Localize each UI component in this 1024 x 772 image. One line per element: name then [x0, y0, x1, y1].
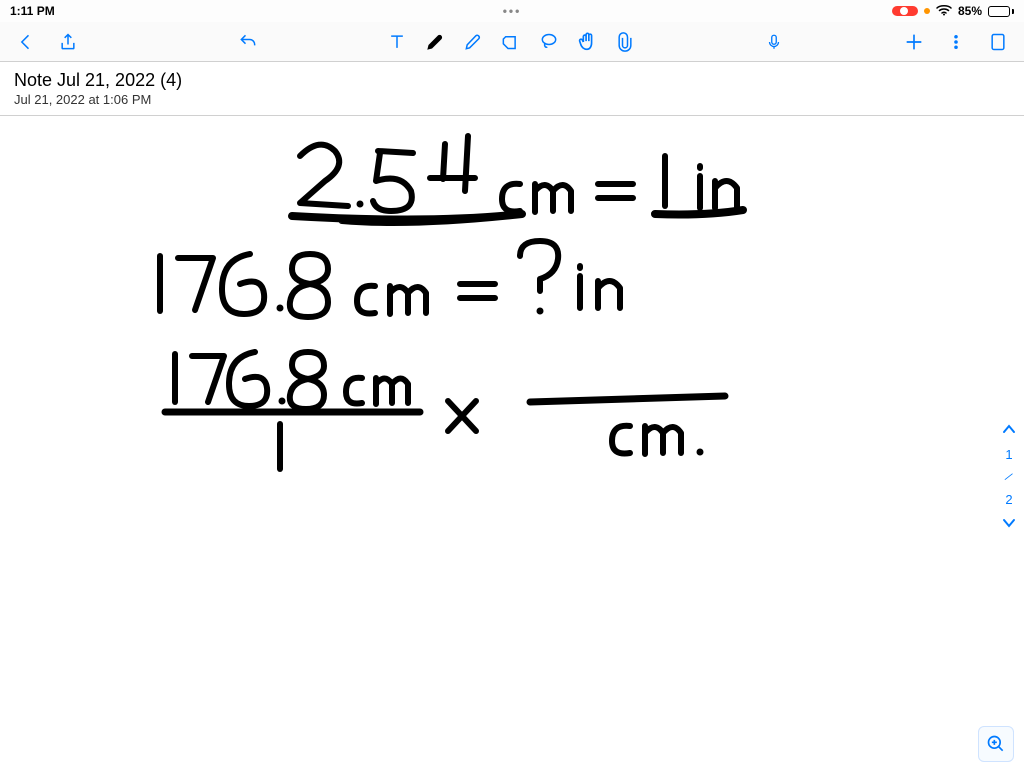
- zoom-in-button[interactable]: [978, 726, 1014, 762]
- page-current: 1: [1005, 447, 1012, 462]
- status-time: 1:11 PM: [10, 4, 55, 18]
- note-header: Note Jul 21, 2022 (4) Jul 21, 2022 at 1:…: [0, 62, 1024, 116]
- note-title: Note Jul 21, 2022 (4): [14, 70, 1010, 91]
- note-timestamp: Jul 21, 2022 at 1:06 PM: [14, 92, 1010, 107]
- status-right: 85%: [892, 4, 1014, 19]
- battery-percent: 85%: [958, 4, 982, 18]
- app-toolbar: [0, 22, 1024, 62]
- eraser-tool-icon[interactable]: [499, 30, 523, 54]
- hand-tool-icon[interactable]: [575, 30, 599, 54]
- note-canvas[interactable]: 1 ⁄ 2: [0, 116, 1024, 772]
- status-bar: 1:11 PM ••• 85%: [0, 0, 1024, 22]
- battery-icon: [988, 6, 1014, 17]
- page-navigator: 1 ⁄ 2: [1002, 421, 1016, 533]
- add-button[interactable]: [902, 30, 926, 54]
- page-total: 2: [1005, 492, 1012, 507]
- lasso-tool-icon[interactable]: [537, 30, 561, 54]
- mic-in-use-dot-icon: [924, 8, 930, 14]
- more-options-button[interactable]: [944, 30, 968, 54]
- microphone-button[interactable]: [762, 30, 786, 54]
- text-tool-icon[interactable]: [385, 30, 409, 54]
- pen-tool-icon[interactable]: [423, 30, 447, 54]
- tools-group: [385, 30, 637, 54]
- record-dot-icon: [900, 7, 908, 15]
- page-down-button[interactable]: [1002, 515, 1016, 533]
- page-up-button[interactable]: [1002, 421, 1016, 439]
- undo-button[interactable]: [236, 30, 260, 54]
- screen-record-indicator[interactable]: [892, 6, 918, 16]
- page-separator: ⁄: [1006, 470, 1013, 484]
- pages-button[interactable]: [986, 30, 1010, 54]
- back-button[interactable]: [14, 30, 38, 54]
- attachment-tool-icon[interactable]: [613, 30, 637, 54]
- multitask-ellipsis[interactable]: •••: [503, 4, 522, 18]
- share-button[interactable]: [56, 30, 80, 54]
- highlighter-tool-icon[interactable]: [461, 30, 485, 54]
- handwriting-layer: [0, 116, 1024, 766]
- wifi-icon: [936, 4, 952, 19]
